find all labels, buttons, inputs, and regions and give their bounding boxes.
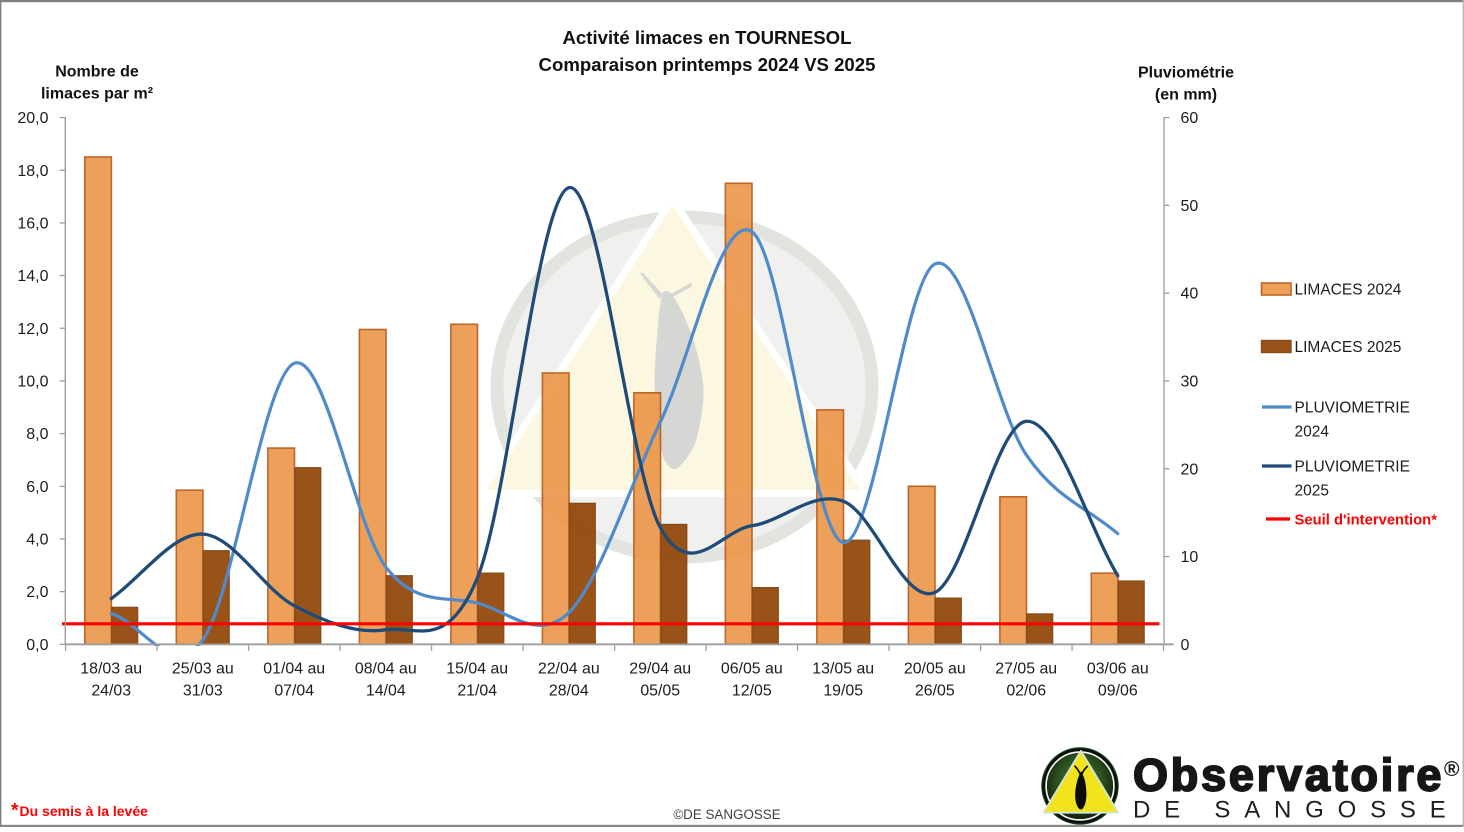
svg-text:0: 0 xyxy=(1181,637,1190,654)
svg-text:29/04 au: 29/04 au xyxy=(629,660,691,677)
svg-text:20,0: 20,0 xyxy=(17,110,48,127)
svg-text:Pluviométrie: Pluviométrie xyxy=(1138,65,1234,82)
svg-text:40: 40 xyxy=(1181,286,1199,303)
svg-text:©DE SANGOSSE: ©DE SANGOSSE xyxy=(673,807,780,822)
svg-text:LIMACES 2025: LIMACES 2025 xyxy=(1295,339,1402,356)
svg-text:14/04: 14/04 xyxy=(366,682,406,699)
svg-text:05/05: 05/05 xyxy=(640,682,680,699)
svg-text:0,0: 0,0 xyxy=(26,637,48,654)
svg-text:PLUVIOMETRIE: PLUVIOMETRIE xyxy=(1295,400,1410,417)
svg-text:07/04: 07/04 xyxy=(274,682,314,699)
svg-text:2024: 2024 xyxy=(1295,424,1330,441)
svg-text:2,0: 2,0 xyxy=(26,584,48,601)
svg-text:16,0: 16,0 xyxy=(17,216,48,233)
svg-text:20/05 au: 20/05 au xyxy=(904,660,966,677)
svg-text:Activité limaces en TOURNESOL: Activité limaces en TOURNESOL xyxy=(563,27,852,48)
svg-text:DE SANGOSSE: DE SANGOSSE xyxy=(1133,797,1460,824)
svg-text:Du semis à la levée: Du semis à la levée xyxy=(20,803,149,819)
svg-text:20: 20 xyxy=(1181,461,1199,478)
svg-text:LIMACES 2024: LIMACES 2024 xyxy=(1295,282,1402,299)
svg-text:50: 50 xyxy=(1181,198,1199,215)
svg-text:60: 60 xyxy=(1181,110,1199,127)
svg-text:01/04 au: 01/04 au xyxy=(263,660,325,677)
svg-text:*: * xyxy=(11,800,19,822)
svg-text:Observatoire: Observatoire xyxy=(1133,750,1444,801)
svg-text:09/06: 09/06 xyxy=(1098,682,1138,699)
svg-text:26/05: 26/05 xyxy=(915,682,955,699)
svg-text:Seuil d'intervention*: Seuil d'intervention* xyxy=(1295,513,1438,529)
svg-text:25/03 au: 25/03 au xyxy=(172,660,234,677)
svg-text:10,0: 10,0 xyxy=(17,374,48,391)
svg-text:12/05: 12/05 xyxy=(732,682,772,699)
svg-text:14,0: 14,0 xyxy=(17,268,48,285)
svg-text:2025: 2025 xyxy=(1295,483,1329,500)
svg-text:13/05 au: 13/05 au xyxy=(812,660,874,677)
svg-text:27/05 au: 27/05 au xyxy=(995,660,1057,677)
svg-text:15/04 au: 15/04 au xyxy=(446,660,508,677)
svg-text:4,0: 4,0 xyxy=(26,532,48,549)
svg-text:06/05 au: 06/05 au xyxy=(721,660,783,677)
svg-text:18/03 au: 18/03 au xyxy=(80,660,142,677)
svg-text:24/03: 24/03 xyxy=(91,682,131,699)
svg-text:22/04 au: 22/04 au xyxy=(538,660,600,677)
svg-text:28/04: 28/04 xyxy=(549,682,589,699)
svg-text:02/06: 02/06 xyxy=(1006,682,1046,699)
svg-text:31/03: 31/03 xyxy=(183,682,223,699)
svg-text:Comparaison printemps 2024 VS: Comparaison printemps 2024 VS 2025 xyxy=(539,54,876,75)
svg-text:(en mm): (en mm) xyxy=(1155,87,1217,104)
svg-text:18,0: 18,0 xyxy=(17,163,48,180)
svg-text:6,0: 6,0 xyxy=(26,479,48,496)
svg-text:10: 10 xyxy=(1181,549,1199,566)
svg-text:PLUVIOMETRIE: PLUVIOMETRIE xyxy=(1295,459,1410,476)
svg-text:19/05: 19/05 xyxy=(823,682,863,699)
svg-text:®: ® xyxy=(1444,758,1460,781)
svg-text:21/04: 21/04 xyxy=(457,682,497,699)
svg-text:limaces par m²: limaces par m² xyxy=(41,86,153,103)
svg-text:12,0: 12,0 xyxy=(17,321,48,338)
svg-text:8,0: 8,0 xyxy=(26,426,48,443)
svg-text:03/06 au: 03/06 au xyxy=(1087,660,1149,677)
svg-text:Nombre de: Nombre de xyxy=(55,64,139,81)
svg-text:08/04 au: 08/04 au xyxy=(355,660,417,677)
svg-text:30: 30 xyxy=(1181,374,1199,391)
